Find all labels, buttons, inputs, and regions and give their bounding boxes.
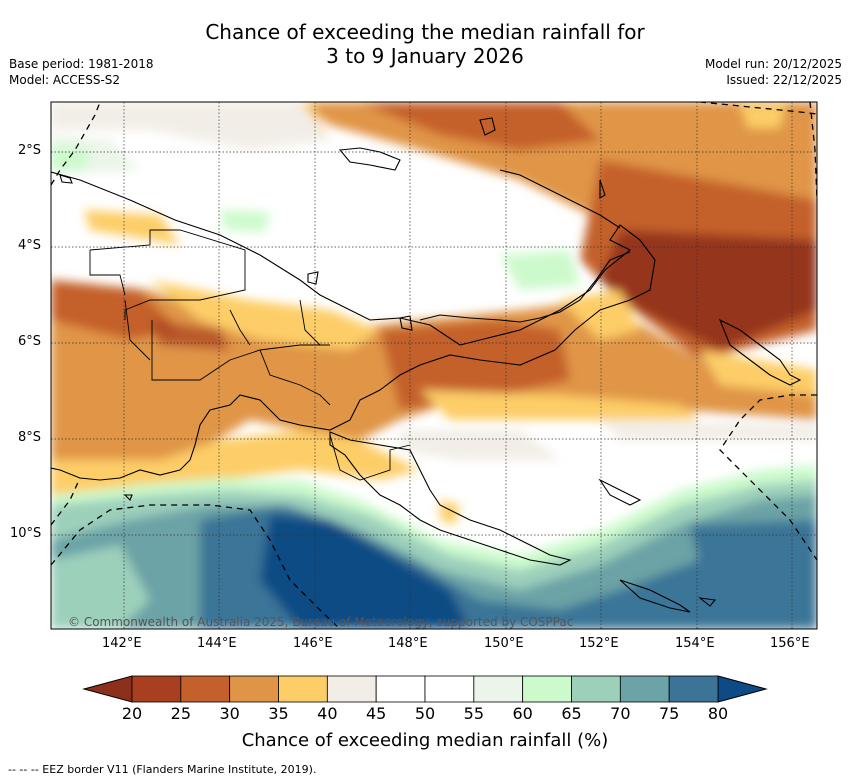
colorbar-segment xyxy=(522,675,572,703)
colorbar-title: Chance of exceeding median rainfall (%) xyxy=(241,730,609,751)
lat-label-6s: 6°S xyxy=(18,334,42,349)
model-name: Model: ACCESS-S2 xyxy=(9,73,121,87)
colorbar-tick-label: 55 xyxy=(463,704,484,723)
colorbar-tick-label: 50 xyxy=(414,704,436,723)
lat-label-4s: 4°S xyxy=(18,238,42,253)
colorbar-segment xyxy=(278,675,328,703)
copyright-text: © Commonwealth of Australia 2025, Bureau… xyxy=(68,615,573,629)
lon-label-146e: 146°E xyxy=(293,636,333,651)
lon-label-144e: 144°E xyxy=(197,636,237,651)
colorbar-tick-label: 30 xyxy=(219,704,240,723)
colorbar-tick-label: 40 xyxy=(317,704,338,723)
colorbar-under-triangle xyxy=(82,675,133,703)
lon-label-156e: 156°E xyxy=(770,636,810,651)
lon-label-142e: 142°E xyxy=(102,636,142,651)
eez-footnote: -- -- -- EEZ border V11 (Flanders Marine… xyxy=(8,763,317,776)
colorbar-segment xyxy=(229,675,279,703)
colorbar-tick-label: 80 xyxy=(707,704,729,723)
colorbar-segment xyxy=(131,675,182,703)
lat-label-10s: 10°S xyxy=(10,526,42,541)
issued-date: Issued: 22/12/2025 xyxy=(726,73,842,87)
lat-label-8s: 8°S xyxy=(18,430,42,445)
graticule xyxy=(51,102,817,629)
colorbar-tick-label: 25 xyxy=(170,704,191,723)
lon-label-150e: 150°E xyxy=(484,636,524,651)
colorbar-segment xyxy=(571,675,621,703)
lat-label-2s: 2°S xyxy=(18,143,42,158)
model-run: Model run: 20/12/2025 xyxy=(704,57,842,71)
eez-border xyxy=(51,102,817,629)
lon-label-152e: 152°E xyxy=(579,636,619,651)
colorbar-tick-label: 60 xyxy=(512,704,533,723)
lon-label-154e: 154°E xyxy=(675,636,715,651)
colorbar-tick-label: 75 xyxy=(658,704,680,723)
base-period: Base period: 1981-2018 xyxy=(9,57,154,71)
probability-field: © Commonwealth of Australia 2025, Bureau… xyxy=(51,102,817,629)
province-borders xyxy=(89,229,411,481)
colorbar-tick-label: 70 xyxy=(610,704,631,723)
colorbar-segment xyxy=(375,675,426,703)
colorbar-segment xyxy=(326,675,377,703)
colorbar xyxy=(82,675,768,703)
coastline xyxy=(51,117,802,613)
colorbar-tick-label: 35 xyxy=(268,704,289,723)
colorbar-segment xyxy=(473,675,524,703)
colorbar-segment xyxy=(424,675,475,703)
colorbar-segment xyxy=(619,675,670,703)
colorbar-segment xyxy=(668,675,719,703)
map-title-line1: Chance of exceeding the median rainfall … xyxy=(205,20,645,44)
colorbar-tick-label: 45 xyxy=(365,704,387,723)
map-title-line2: 3 to 9 January 2026 xyxy=(326,44,524,68)
colorbar-tick-label: 20 xyxy=(121,704,143,723)
colorbar-tick-label: 65 xyxy=(561,704,582,723)
colorbar-over-triangle xyxy=(717,675,768,703)
map-frame xyxy=(50,101,818,630)
lon-label-148e: 148°E xyxy=(388,636,428,651)
colorbar-segment xyxy=(180,675,231,703)
